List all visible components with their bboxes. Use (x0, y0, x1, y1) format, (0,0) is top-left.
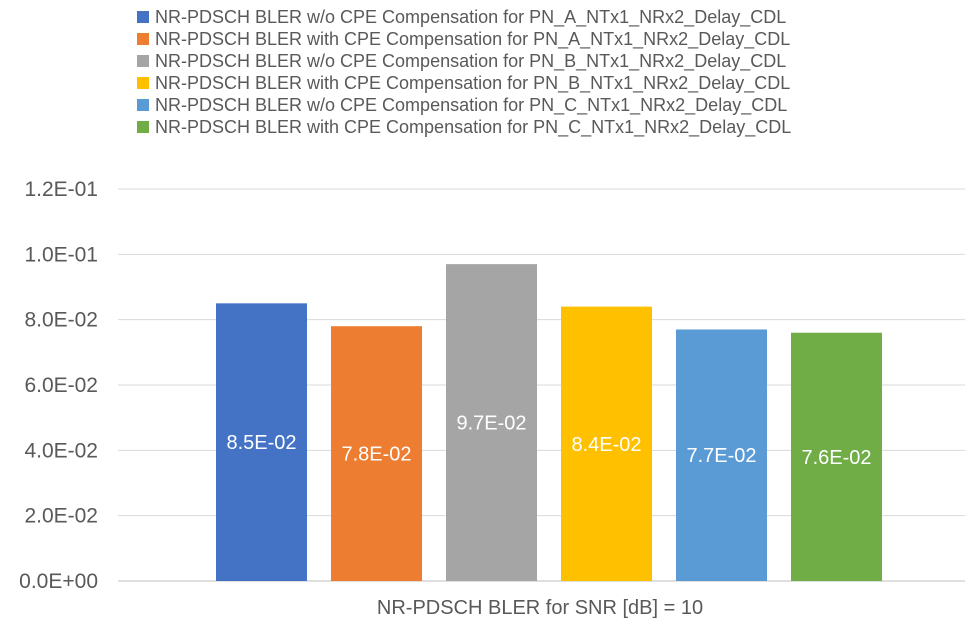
legend-label: NR-PDSCH BLER w/o CPE Compensation for P… (155, 51, 786, 72)
y-tick-label: 2.0E-02 (24, 505, 98, 528)
bar (791, 332, 882, 581)
y-tick-label: 8.0E-02 (24, 309, 98, 332)
x-category-label: NR-PDSCH BLER for SNR [dB] = 10 (377, 597, 703, 619)
y-tick-label: 1.2E-01 (24, 178, 98, 201)
bar (676, 329, 767, 581)
bar (331, 326, 422, 581)
bars (216, 264, 882, 581)
data-label: 8.4E-02 (571, 434, 641, 456)
bar (216, 303, 307, 581)
bar (561, 306, 652, 581)
legend-swatch (137, 77, 149, 89)
legend-label: NR-PDSCH BLER with CPE Compensation for … (155, 73, 790, 94)
y-tick-label: 0.0E+00 (19, 570, 98, 593)
data-label: 7.8E-02 (341, 444, 411, 466)
legend-label: NR-PDSCH BLER w/o CPE Compensation for P… (155, 7, 786, 28)
legend: NR-PDSCH BLER w/o CPE Compensation for P… (137, 7, 791, 138)
legend-label: NR-PDSCH BLER with CPE Compensation for … (155, 117, 791, 138)
data-label: 8.5E-02 (226, 432, 296, 454)
data-labels: 8.5E-02 7.8E-02 9.7E-02 8.4E-02 7.7E-02 7.6E-… (226, 413, 871, 469)
y-tick-label: 4.0E-02 (24, 439, 98, 462)
legend-swatch (137, 55, 149, 67)
data-label: 9.7E-02 (456, 413, 526, 435)
y-tick-label: 6.0E-02 (24, 374, 98, 397)
data-label: 7.6E-02 (801, 447, 871, 469)
legend-swatch (137, 33, 149, 45)
bar (446, 264, 537, 581)
data-label: 7.7E-02 (686, 445, 756, 467)
y-axis: 0.0E+00 2.0E-02 4.0E-02 6.0E-02 8.0E-02 1.0E-… (19, 178, 98, 593)
legend-swatch (137, 99, 149, 111)
legend-swatch (137, 11, 149, 23)
y-tick-label: 1.0E-01 (24, 243, 98, 266)
legend-swatch (137, 121, 149, 133)
legend-label: NR-PDSCH BLER w/o CPE Compensation for P… (155, 95, 787, 116)
legend-label: NR-PDSCH BLER with CPE Compensation for … (155, 29, 790, 50)
